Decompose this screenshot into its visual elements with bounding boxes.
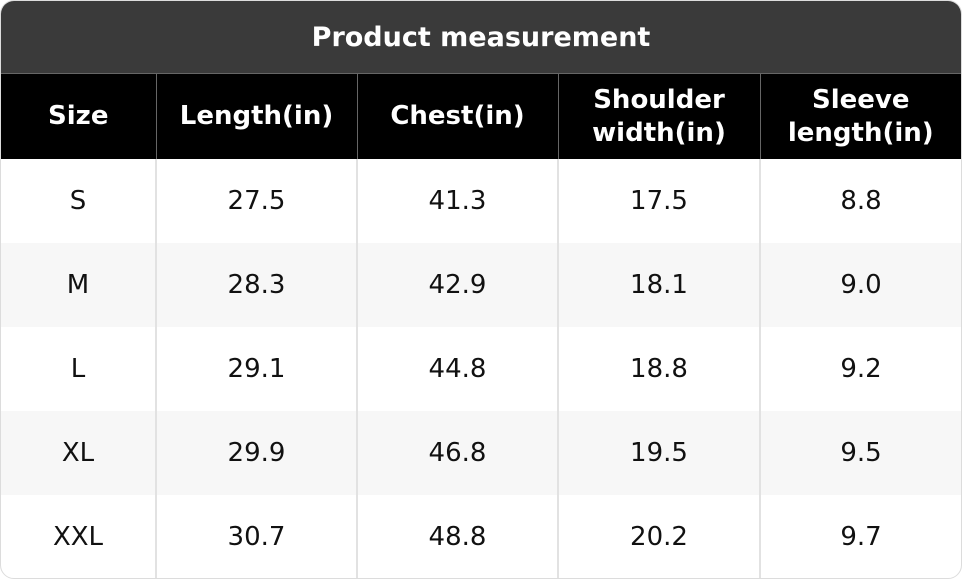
- size-cell: XXL: [52, 522, 104, 552]
- table-row: S 27.5 41.3 17.5 8.8: [1, 159, 961, 243]
- size-cell: XL: [1, 411, 156, 495]
- measurement-cell: 18.1: [557, 243, 760, 327]
- measurement-cell: 9.2: [759, 327, 961, 411]
- measurement-cell: 41.3: [356, 159, 558, 243]
- measurement-cell: 42.9: [356, 243, 558, 327]
- table-body: S 27.5 41.3 17.5 8.8 M 28.3 42.9 18.1 9.0 L 29.1 44.…: [1, 159, 961, 578]
- measurement-cell: 19.5: [557, 411, 760, 495]
- measurement-cell: 44.8: [356, 327, 558, 411]
- table-row: L 29.1 44.8 18.8 9.2: [1, 327, 961, 411]
- measurement-cell: 17.5: [557, 159, 760, 243]
- measurement-cell: 9.0: [759, 243, 961, 327]
- measurement-cell: 46.8: [356, 411, 558, 495]
- header-row: Size Length(in) Chest(in) Shoulder width(in…: [1, 74, 961, 159]
- measurement-cell: 29.9: [155, 411, 357, 495]
- measurement-cell: 27.5: [155, 159, 357, 243]
- size-cell: S: [69, 186, 87, 216]
- measurement-cell: 18.8: [557, 327, 760, 411]
- measurement-cell: 9.5: [759, 411, 961, 495]
- measurement-cell: 48.8: [356, 495, 558, 578]
- table-row: XXL 30.7 48.8 20.2 9.7: [1, 495, 961, 578]
- measurement-cell: 28.3: [155, 243, 357, 327]
- size-cell: M: [1, 243, 156, 327]
- column-header: Chest(in): [356, 74, 558, 159]
- measurement-cell: 29.1: [155, 327, 357, 411]
- measurement-cell: 9.7: [759, 495, 961, 578]
- column-header: Size: [1, 74, 156, 159]
- column-header: Sleeve length(in): [759, 74, 961, 159]
- table-title: Product measurement: [1, 1, 961, 74]
- measurement-cell: 30.7: [155, 495, 357, 578]
- column-header: Shoulder width(in): [557, 74, 760, 159]
- table-row: M 28.3 42.9 18.1 9.0: [1, 243, 961, 327]
- table-row: XL 29.9 46.8 19.5 9.5: [1, 411, 961, 495]
- column-header: Length(in): [155, 74, 357, 159]
- size-cell: L: [70, 354, 86, 384]
- measurement-cell: 8.8: [759, 159, 961, 243]
- measurement-cell: 20.2: [557, 495, 760, 578]
- measurement-table: Size Length(in) Chest(in) Shoulder width(in…: [1, 74, 961, 578]
